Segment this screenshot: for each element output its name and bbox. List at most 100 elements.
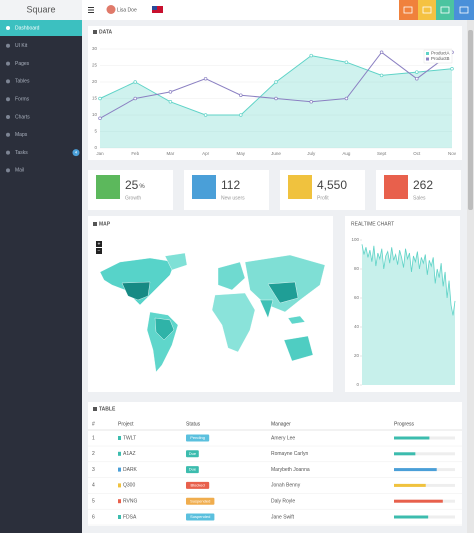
panel-title: REALTIME CHART [351,221,394,227]
progress-bar [394,452,416,456]
menu-label[interactable]: Mail [15,168,24,174]
avatar[interactable] [106,5,116,14]
x-tick-label: Oct [413,151,421,156]
x-tick-label: Jan [96,151,104,156]
manager: Romayne Carlyn [271,451,308,457]
stat-value: 262 [413,178,433,192]
menu-icon [6,43,10,48]
menu-label[interactable]: Dashboard [15,25,40,31]
scrollbar [467,20,474,533]
usa [121,281,151,301]
y-tick-label: 25 [92,63,98,68]
notif-button[interactable] [399,0,418,20]
project-name[interactable]: FDSA [123,514,137,520]
y-tick-label: 80 [354,266,360,271]
column-header: Manager [271,421,291,427]
icon [459,6,469,14]
menu-label[interactable]: Maps [15,132,28,138]
data-point [344,96,349,101]
status-badge [186,466,199,474]
panel-icon [93,407,97,411]
brand[interactable]: Square [26,4,55,14]
menu-label[interactable]: Tables [15,79,30,85]
india [259,299,274,319]
stat-value: 25% [125,178,145,192]
data-point [168,100,173,104]
area-line [361,244,456,316]
notif-button[interactable] [418,0,436,20]
status-badge [186,434,210,442]
stat-value: 112 [221,178,240,192]
data-point [344,60,349,64]
data-point [274,96,278,101]
australia [283,335,314,362]
manager: Daly Royle [271,499,295,505]
x-tick-label: Feb [131,151,139,156]
zoom-out-label[interactable]: − [98,248,101,254]
menu-label[interactable]: Forms [15,97,30,103]
data-point [274,80,278,84]
menu-toggle[interactable] [88,7,94,13]
china [267,281,299,304]
row-number: 1 [92,435,95,441]
topbar [82,0,474,20]
legend-label[interactable]: ProductA [431,51,450,56]
data-point [379,73,384,78]
notif-button[interactable] [436,0,454,20]
menu-label[interactable]: Charts [15,114,30,120]
notif-button[interactable] [454,0,474,20]
manager: Jonah Benny [271,483,301,489]
row-number: 2 [92,451,95,457]
scroll-thumb[interactable] [468,30,473,210]
data-point [239,93,243,97]
project-name[interactable]: RVNG [123,499,137,505]
x-tick-label: Nov [448,151,457,156]
sidebar [0,20,82,533]
project-name[interactable]: DARK [123,467,138,473]
toggle-line [88,9,94,11]
y-tick-label: 0 [94,145,97,150]
indonesia [287,315,306,325]
status-label: Due [189,467,197,472]
panel-icon [93,30,97,34]
panel [345,216,460,392]
menu-label[interactable]: UI Kit [15,43,28,49]
panel [88,402,462,526]
menu-icon [6,150,10,155]
status-label: Due [189,451,197,456]
stat-number: 4,550 [317,178,347,192]
flag[interactable] [152,6,163,13]
x-tick-label: Apr [202,151,210,156]
x-tick-label: Sept [377,151,387,156]
north-america [99,257,176,306]
stat-label: Growth [125,195,141,201]
stat-icon [384,175,408,199]
x-tick-label: Aug [342,151,351,156]
greenland [164,252,188,271]
status-label: Pending [190,435,205,440]
status-label: Suspended [190,514,210,519]
area-fill [362,244,455,385]
legend-label[interactable]: ProductB [431,56,450,61]
toggle-line [88,12,94,13]
manager: Marybeth Joanna [271,467,310,473]
stat-number: 262 [413,178,433,192]
project-name[interactable]: A1AZ [123,451,136,457]
menu-label[interactable]: Pages [15,61,30,67]
menu-badge-label: 4 [75,150,78,155]
row-number: 5 [92,499,95,505]
progress-bar [394,483,426,487]
data-point [168,90,173,94]
active-item [0,20,82,36]
zoom-in-label[interactable]: + [98,241,101,247]
project-name[interactable]: TWLT [123,435,136,441]
zoom-in[interactable] [96,241,102,247]
user-name[interactable]: Lisa Doe [117,7,137,13]
brazil [154,317,175,341]
zoom-out[interactable] [96,248,102,254]
menu-icon [6,61,10,66]
menu-label[interactable]: Tasks [15,150,28,156]
project-name[interactable]: Q300 [123,483,135,489]
africa [211,292,256,353]
y-tick-label: 10 [92,112,98,117]
